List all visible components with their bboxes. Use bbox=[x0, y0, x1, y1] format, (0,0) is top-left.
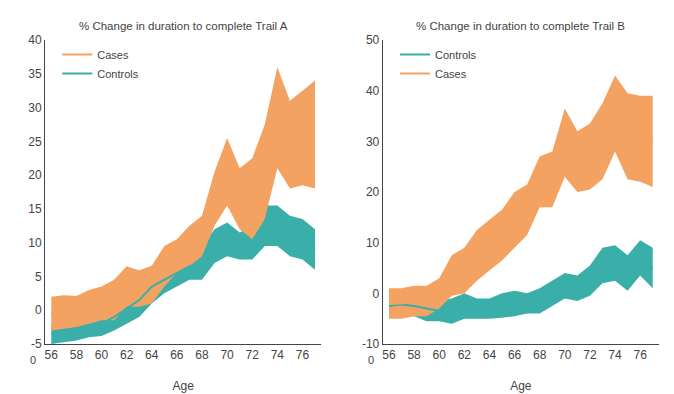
svg-text:25: 25 bbox=[28, 135, 42, 149]
svg-text:58: 58 bbox=[70, 348, 84, 362]
svg-text:Controls: Controls bbox=[97, 68, 138, 80]
svg-text:Cases: Cases bbox=[435, 68, 467, 80]
svg-text:74: 74 bbox=[608, 348, 622, 362]
svg-text:56: 56 bbox=[382, 348, 396, 362]
svg-text:15: 15 bbox=[28, 202, 42, 216]
svg-text:70: 70 bbox=[220, 348, 234, 362]
svg-text:76: 76 bbox=[296, 348, 310, 362]
svg-text:58: 58 bbox=[407, 348, 421, 362]
svg-text:% Change in duration to comple: % Change in duration to complete Trail A bbox=[79, 20, 288, 32]
svg-text:% Change in duration to comple: % Change in duration to complete Trail B bbox=[416, 20, 625, 32]
svg-text:30: 30 bbox=[28, 101, 42, 115]
svg-text:0: 0 bbox=[35, 303, 42, 317]
svg-text:68: 68 bbox=[533, 348, 547, 362]
svg-text:60: 60 bbox=[95, 348, 109, 362]
svg-text:0: 0 bbox=[373, 287, 380, 301]
svg-text:Age: Age bbox=[510, 379, 532, 393]
svg-text:68: 68 bbox=[195, 348, 209, 362]
svg-text:10: 10 bbox=[366, 236, 380, 250]
svg-text:62: 62 bbox=[458, 348, 472, 362]
svg-text:72: 72 bbox=[246, 348, 260, 362]
svg-text:64: 64 bbox=[483, 348, 497, 362]
svg-text:66: 66 bbox=[170, 348, 184, 362]
svg-text:50: 50 bbox=[366, 33, 380, 47]
svg-text:Cases: Cases bbox=[97, 49, 129, 61]
svg-text:5: 5 bbox=[35, 270, 42, 284]
svg-text:-10: -10 bbox=[362, 337, 380, 351]
svg-text:35: 35 bbox=[28, 67, 42, 81]
svg-text:40: 40 bbox=[28, 33, 42, 47]
svg-text:40: 40 bbox=[366, 84, 380, 98]
svg-text:30: 30 bbox=[366, 135, 380, 149]
svg-text:-5: -5 bbox=[31, 337, 42, 351]
svg-text:62: 62 bbox=[120, 348, 134, 362]
svg-text:74: 74 bbox=[271, 348, 285, 362]
svg-text:20: 20 bbox=[28, 168, 42, 182]
svg-text:56: 56 bbox=[45, 348, 59, 362]
svg-text:60: 60 bbox=[433, 348, 447, 362]
svg-text:0: 0 bbox=[368, 354, 374, 366]
svg-text:0: 0 bbox=[30, 354, 36, 366]
svg-text:64: 64 bbox=[145, 348, 159, 362]
svg-text:Age: Age bbox=[172, 379, 194, 393]
svg-text:66: 66 bbox=[508, 348, 522, 362]
svg-text:20: 20 bbox=[366, 185, 380, 199]
svg-text:10: 10 bbox=[28, 236, 42, 250]
svg-text:Controls: Controls bbox=[435, 49, 476, 61]
svg-text:70: 70 bbox=[558, 348, 572, 362]
svg-text:76: 76 bbox=[633, 348, 647, 362]
svg-text:72: 72 bbox=[583, 348, 597, 362]
